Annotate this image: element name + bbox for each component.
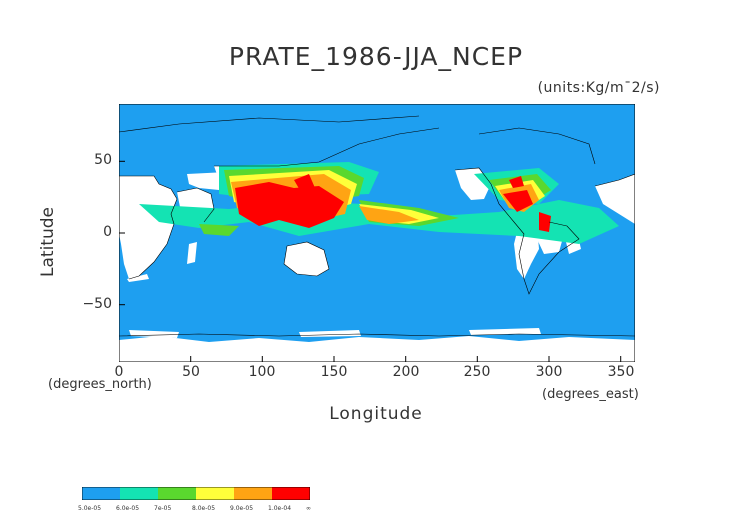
units-label: (units:Kg/m¯2/s) xyxy=(537,80,660,96)
colorbar-label: 6.0e-05 xyxy=(116,505,140,512)
y-tick-label: 0 xyxy=(103,224,112,240)
x-tick-label: 250 xyxy=(463,364,491,380)
colorbar-label: 1.0e-04 xyxy=(268,505,292,512)
x-tick-label: 350 xyxy=(607,364,635,380)
x-tick-label: 0 xyxy=(114,364,124,380)
coastlines xyxy=(119,115,635,337)
precipitation-map xyxy=(119,104,635,362)
colorbar-label: 7e-05 xyxy=(154,505,172,512)
x-axis-unit: (degrees_east) xyxy=(542,387,639,402)
x-tick-label: 150 xyxy=(320,364,348,380)
y-axis-unit: (degrees_north) xyxy=(48,377,152,392)
colorbar-swatch xyxy=(196,487,234,500)
x-tick-label: 100 xyxy=(248,364,276,380)
axis-ticks xyxy=(119,160,622,362)
colorbar-swatch xyxy=(158,487,196,500)
colorbar-label: 8.0e-05 xyxy=(192,505,216,512)
y-axis-label: Latitude xyxy=(38,207,58,277)
y-tick-label: −50 xyxy=(82,296,112,312)
x-axis-label: Longitude xyxy=(329,404,423,424)
colorbar xyxy=(82,487,310,500)
precip-zones xyxy=(139,162,619,244)
colorbar-swatch xyxy=(120,487,158,500)
colorbar-swatch xyxy=(82,487,120,500)
colorbar-swatch xyxy=(272,487,310,500)
x-tick-label: 200 xyxy=(392,364,420,380)
colorbar-label: 5.0e-05 xyxy=(78,505,102,512)
colorbar-swatch xyxy=(234,487,272,500)
colorbar-label: 9.0e-05 xyxy=(230,505,254,512)
y-tick-label: 50 xyxy=(94,152,112,168)
x-tick-label: 50 xyxy=(182,364,200,380)
map-title: PRATE_1986-JJA_NCEP xyxy=(228,42,524,71)
colorbar-label: ∞ xyxy=(306,505,311,512)
x-tick-label: 300 xyxy=(535,364,563,380)
